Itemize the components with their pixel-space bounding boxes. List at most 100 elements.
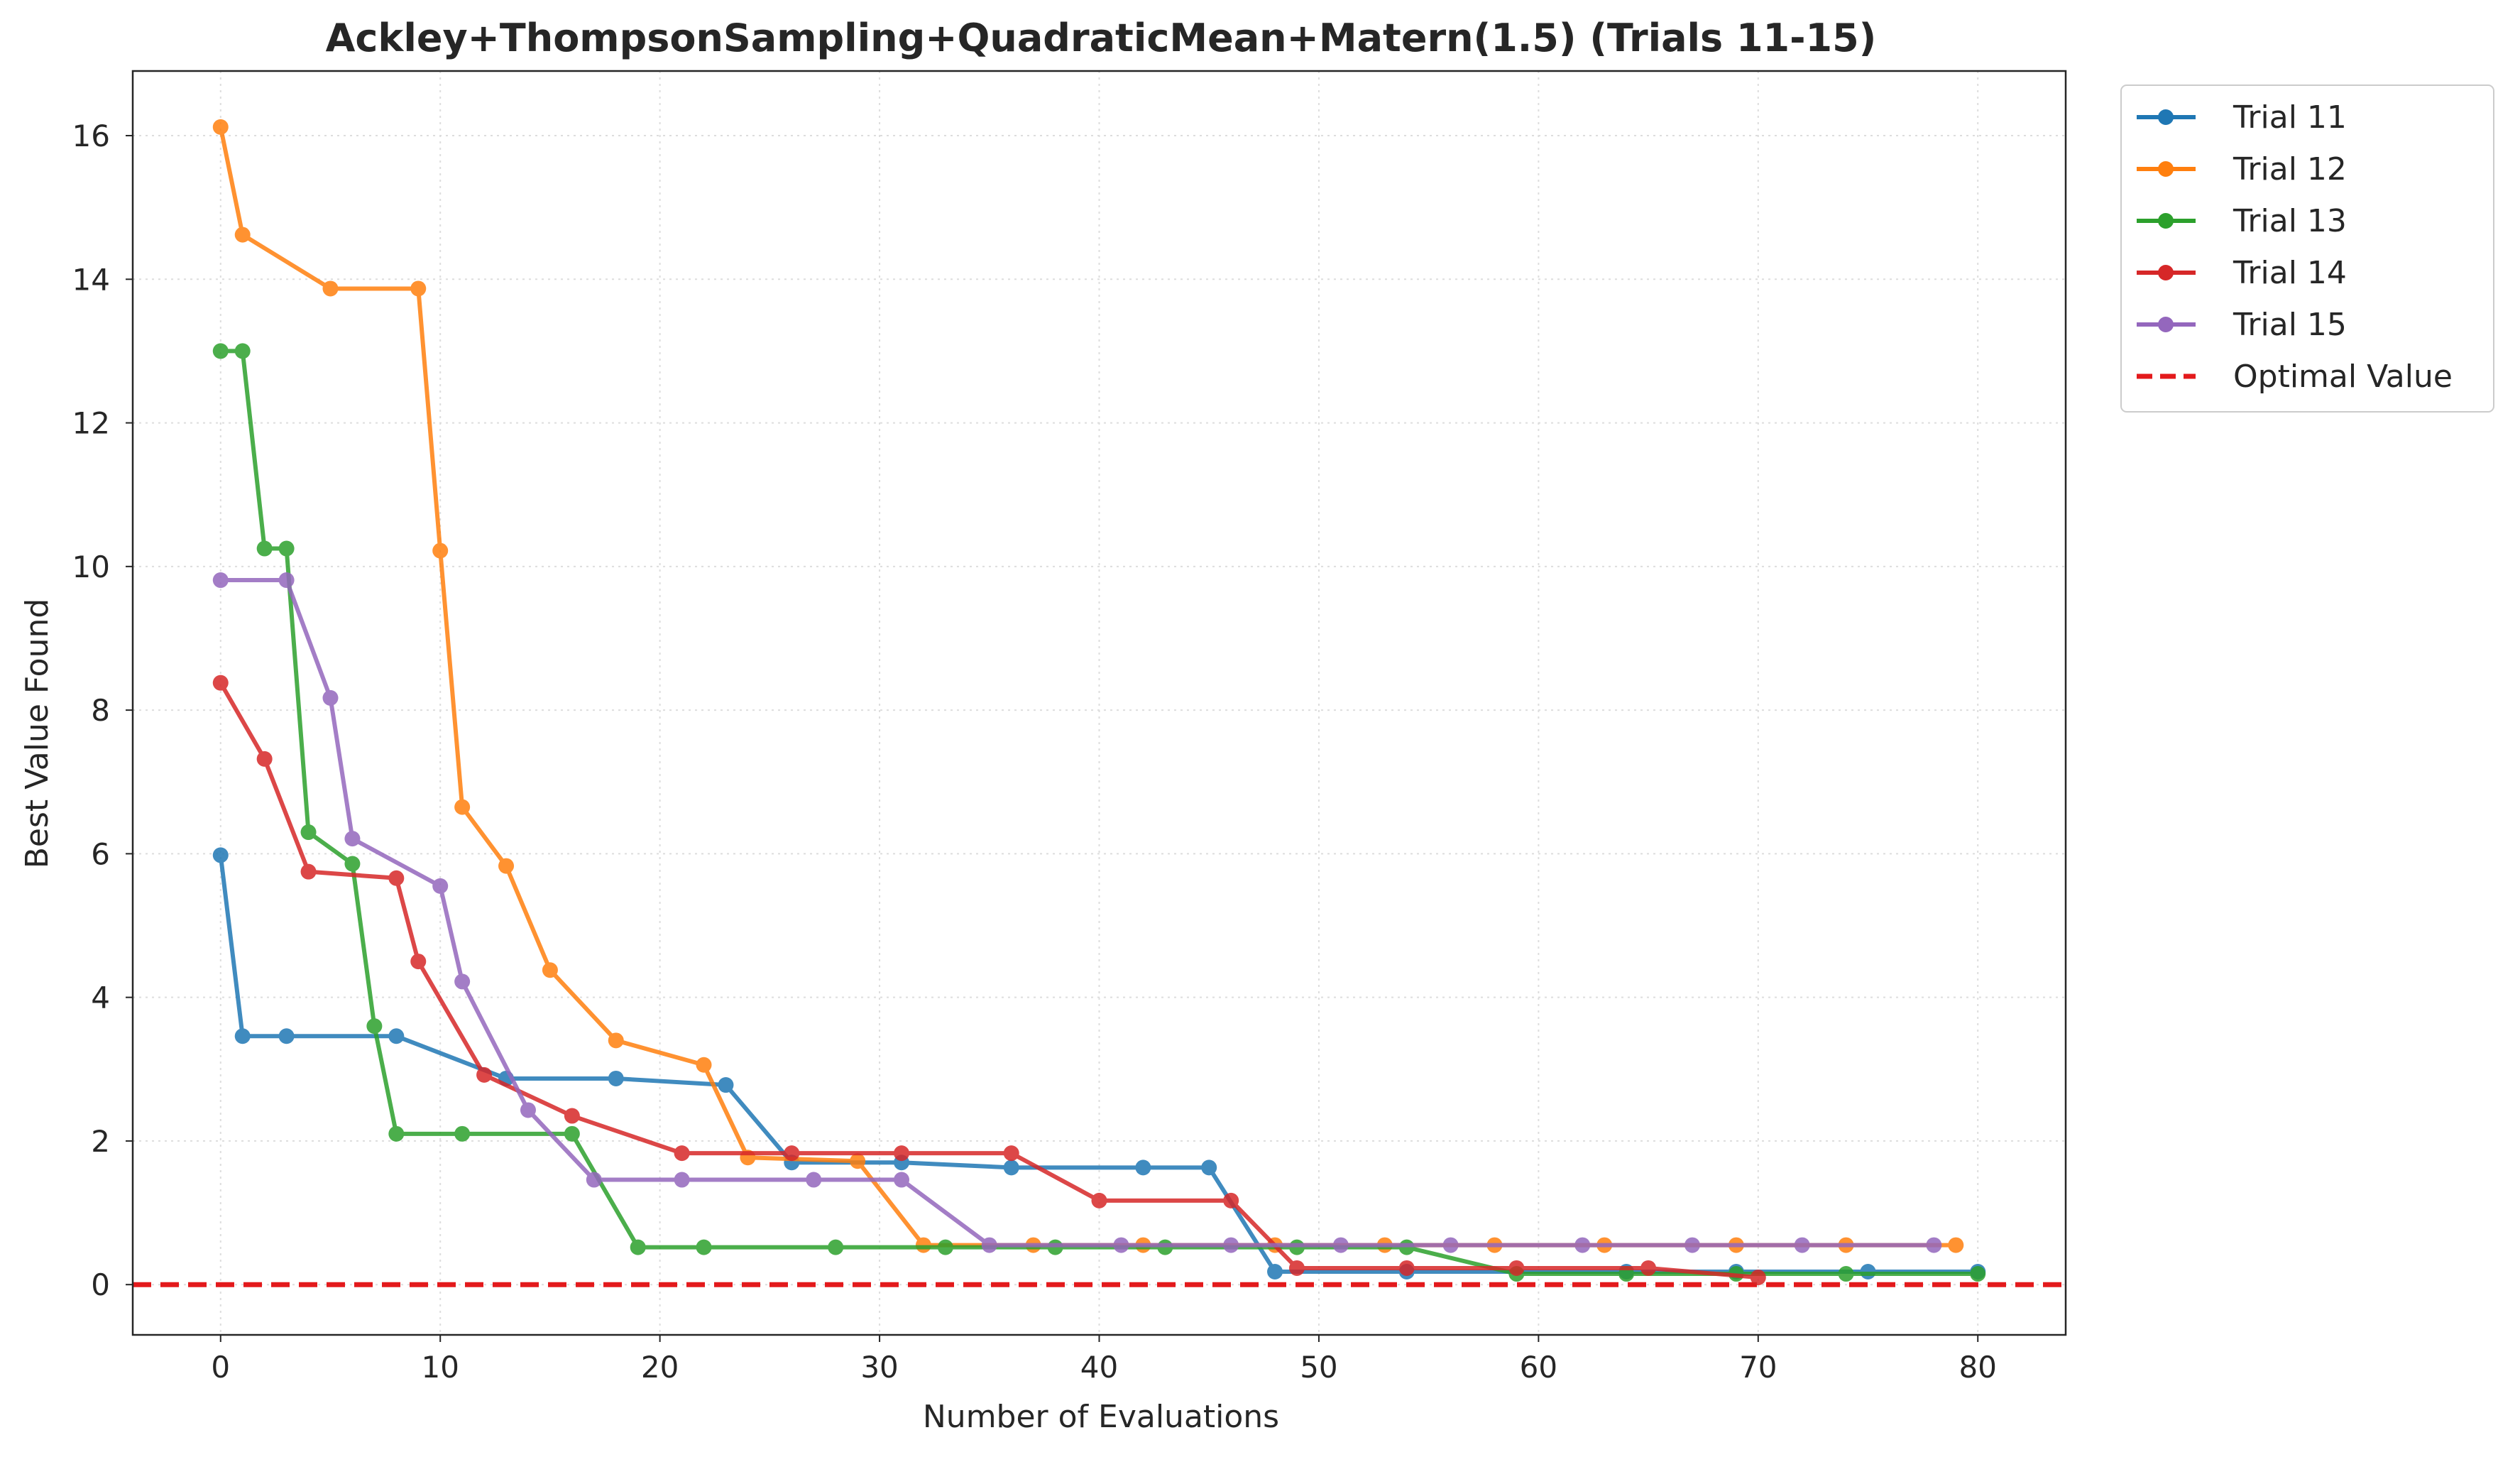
data-point [234,343,251,359]
data-point [1288,1239,1305,1255]
legend-label: Trial 13 [2233,203,2347,239]
data-point [454,1125,471,1142]
data-point [542,962,558,978]
series-line [220,578,1934,1248]
x-tick-label: 20 [641,1350,679,1385]
legend-label: Trial 11 [2233,99,2347,136]
data-point [1223,1192,1239,1208]
data-point [586,1172,602,1188]
data-point [696,1057,712,1073]
data-point [432,878,449,894]
data-point [1838,1266,1854,1282]
y-tick-label: 16 [72,119,110,153]
series-2 [212,119,1964,1253]
x-tick-label: 70 [1739,1350,1777,1385]
data-point [278,540,295,557]
data-point [256,540,273,557]
data-point [981,1237,997,1253]
y-tick-label: 10 [72,550,110,584]
y-tick-label: 8 [91,693,110,728]
data-point [256,751,273,767]
y-tick-label: 6 [91,836,110,871]
data-point [784,1145,800,1162]
x-tick-label: 50 [1300,1350,1337,1385]
data-point [454,799,471,815]
data-point [1332,1237,1349,1253]
legend-marker [2158,317,2174,332]
data-point [608,1032,624,1049]
x-tick-label: 80 [1959,1350,1997,1385]
legend: Trial 11 Trial 12 Trial 13 Trial 14 Trial 15… [2120,84,2494,413]
y-tick-label: 12 [72,406,110,441]
y-axis-label: Best Value Found [19,599,55,869]
data-point [1750,1270,1766,1286]
series-line [219,682,1759,1280]
data-point [1223,1237,1239,1253]
data-point [1003,1159,1019,1176]
y-tick-label: 4 [91,981,110,1015]
data-point [630,1239,646,1255]
series-layer [212,119,1986,1286]
data-point [1157,1239,1173,1255]
data-point [212,119,229,135]
y-tick-label: 2 [91,1124,110,1159]
x-axis-label: Number of Evaluations [923,1399,1279,1435]
data-point [322,280,339,297]
data-point [366,1018,383,1035]
data-point [1640,1260,1657,1276]
data-point [212,675,229,691]
data-point [674,1145,690,1162]
data-point [1398,1239,1415,1255]
data-point [344,831,361,847]
data-point [1684,1237,1700,1253]
legend-marker [2158,161,2174,177]
data-point [894,1172,910,1188]
data-point [1201,1159,1217,1176]
data-point [1508,1260,1525,1276]
data-point [937,1239,953,1255]
data-point [806,1172,822,1188]
data-point [476,1066,493,1083]
data-point [915,1237,931,1253]
x-tick-label: 60 [1520,1350,1557,1385]
data-point [1948,1237,1964,1253]
data-point [1926,1237,1942,1253]
data-point [212,343,229,359]
data-point [1442,1237,1459,1253]
data-point [388,1028,405,1044]
data-point [234,1028,251,1044]
data-point [674,1172,690,1188]
data-point [1574,1237,1591,1253]
data-point [850,1153,866,1169]
data-point [454,973,471,990]
data-point [1860,1264,1876,1279]
data-point [608,1070,624,1086]
data-point [300,824,317,841]
legend-marker [2158,109,2174,125]
data-point [696,1239,712,1255]
data-point [1398,1260,1415,1276]
data-point [278,572,295,589]
data-point [410,954,427,970]
data-point [520,1102,536,1118]
legend-label: Optimal Value [2233,359,2453,395]
data-point [1970,1266,1986,1282]
grid [133,71,2066,1335]
data-point [410,280,427,297]
data-point [1047,1239,1063,1255]
data-point [1794,1237,1810,1253]
chart-title: Ackley+ThompsonSampling+QuadraticMean+Ma… [326,16,1877,60]
data-point [388,870,405,886]
series-4 [212,675,1766,1286]
x-tick-label: 40 [1080,1350,1118,1385]
data-point [718,1077,734,1093]
data-point [300,863,317,880]
data-point [432,542,449,559]
legend-label: Trial 15 [2233,307,2347,343]
data-point [344,856,361,872]
axis-ticks: 0 10 20 30 40 50 60 70 80 0 2 4 6 8 10 12 14 16 [72,119,1997,1385]
data-point [894,1145,910,1162]
legend-label: Trial 14 [2233,255,2347,291]
data-point [564,1125,580,1142]
data-point [564,1108,580,1124]
